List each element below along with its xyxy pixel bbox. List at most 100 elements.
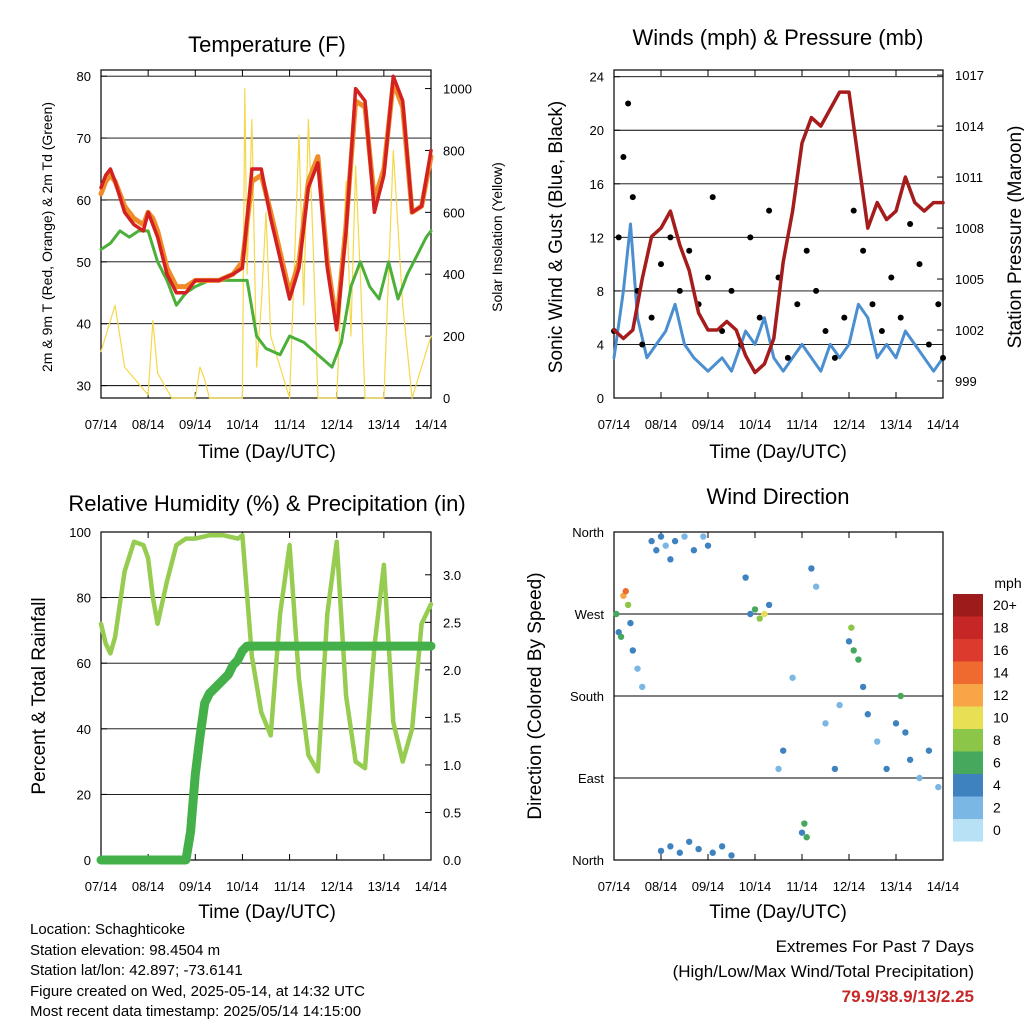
rh-xtick-label: 14/14 bbox=[415, 879, 448, 894]
direction-point bbox=[803, 834, 810, 841]
direction-point bbox=[845, 638, 853, 645]
direction-point bbox=[883, 765, 890, 773]
rh-ytick-right-label: 0.5 bbox=[443, 805, 461, 820]
wind-xtick-label: 10/14 bbox=[739, 417, 772, 432]
rh-xtick-label: 09/14 bbox=[179, 879, 212, 894]
direction-point bbox=[657, 847, 665, 855]
precipitation-line bbox=[96, 641, 436, 865]
direction-point bbox=[671, 537, 679, 545]
station-location: Location: Schaghticoke bbox=[30, 921, 186, 938]
direction-point bbox=[617, 633, 625, 640]
temp-ytick-label: 50 bbox=[77, 255, 91, 270]
gust-point bbox=[803, 247, 810, 254]
humidity-xlabel: Time (Day/UTC) bbox=[198, 902, 336, 923]
extremes-heading: Extremes For Past 7 Days bbox=[775, 937, 974, 956]
wind-ylabel-right: Station Pressure (Maroon) bbox=[1005, 126, 1024, 349]
rh-ytick-label: 20 bbox=[77, 787, 91, 802]
gust-point bbox=[709, 194, 716, 201]
direction-point bbox=[681, 533, 688, 540]
rh-xtick-label: 11/14 bbox=[274, 879, 306, 894]
direction-point bbox=[798, 829, 806, 836]
direction-point bbox=[653, 547, 660, 554]
gust-point bbox=[860, 247, 867, 254]
wind-frame bbox=[613, 69, 944, 399]
direction-point bbox=[718, 843, 726, 850]
direction-point bbox=[648, 537, 655, 545]
direction-point bbox=[902, 729, 909, 736]
temp-ytick-label: 80 bbox=[77, 69, 91, 84]
pressure-line bbox=[612, 90, 945, 375]
wind-xtick-label: 11/14 bbox=[786, 417, 818, 432]
direction-point bbox=[935, 783, 942, 791]
gust-point bbox=[629, 194, 636, 201]
wind-ytick-right-label: 1017 bbox=[955, 68, 984, 83]
temp-xtick-label: 11/14 bbox=[274, 417, 306, 432]
direction-plot-area: 07/14 08/14 09/14 10/14 11/14 12/14 13/14 14/14… bbox=[570, 525, 959, 894]
direction-point bbox=[700, 533, 707, 540]
gust-point bbox=[766, 207, 773, 214]
dewpoint-line bbox=[99, 229, 433, 369]
legend-swatch bbox=[953, 594, 983, 617]
wind-ytick-right-label: 1008 bbox=[955, 221, 984, 236]
wind-ytick-right-label: 1014 bbox=[955, 119, 984, 134]
direction-point bbox=[855, 656, 862, 663]
direction-point bbox=[765, 601, 773, 609]
direction-point bbox=[808, 565, 815, 572]
direction-point bbox=[897, 692, 904, 700]
temp-xtick-label: 08/14 bbox=[132, 417, 165, 432]
legend-label: 16 bbox=[993, 642, 1009, 658]
extremes-values: 79.9/38.9/13/2.25 bbox=[841, 987, 974, 1006]
temp-xtick-label: 13/14 bbox=[368, 417, 401, 432]
wind-title: Winds (mph) & Pressure (mb) bbox=[633, 25, 924, 50]
direction-point bbox=[690, 547, 698, 554]
gust-point bbox=[940, 354, 946, 361]
wind-ytick-label: 20 bbox=[590, 123, 604, 138]
gust-point bbox=[831, 354, 838, 361]
direction-point bbox=[639, 683, 646, 691]
wind-ytick-right-label: 1002 bbox=[955, 323, 984, 338]
direction-point bbox=[709, 849, 716, 856]
rh-ytick-label: 80 bbox=[77, 591, 91, 606]
direction-point bbox=[812, 583, 820, 590]
direction-point bbox=[916, 774, 923, 782]
dir-xtick-label: 09/14 bbox=[692, 879, 725, 894]
direction-ylabel-left: Direction (Colored By Speed) bbox=[525, 572, 546, 819]
direction-point bbox=[906, 756, 914, 763]
direction-point bbox=[848, 624, 855, 631]
rh-xtick-label: 08/14 bbox=[132, 879, 165, 894]
temp-ytick-right-label: 800 bbox=[443, 143, 465, 158]
legend-swatch bbox=[953, 616, 983, 639]
temp-ytick-label: 60 bbox=[77, 193, 91, 208]
figure-created: Figure created on Wed, 2025-05-14, at 14… bbox=[30, 982, 365, 1000]
wind-xtick-label: 09/14 bbox=[692, 417, 725, 432]
humidity-plot-area: 07/14 08/14 09/14 10/14 11/14 12/14 13/14 14/14… bbox=[69, 525, 461, 894]
gust-point bbox=[639, 341, 646, 348]
legend-swatch bbox=[953, 796, 983, 819]
dir-ytick-label: North bbox=[572, 853, 604, 868]
temp-xtick-label: 14/14 bbox=[415, 417, 448, 432]
gust-point bbox=[686, 247, 693, 254]
direction-point bbox=[789, 674, 796, 681]
rh-xtick-label: 07/14 bbox=[85, 879, 118, 894]
dir-xtick-label: 10/14 bbox=[739, 879, 772, 894]
direction-title: Wind Direction bbox=[706, 484, 849, 509]
gust-point bbox=[676, 287, 683, 294]
station-latlon: Station lat/lon: 42.897; -73.6141 bbox=[30, 962, 243, 979]
gust-point bbox=[756, 314, 763, 321]
rh-ytick-right-label: 2.0 bbox=[443, 663, 461, 678]
legend-swatch bbox=[953, 706, 983, 729]
direction-point bbox=[627, 619, 634, 627]
temp-ytick-label: 30 bbox=[77, 379, 91, 394]
direction-point bbox=[728, 852, 735, 859]
gust-point bbox=[897, 314, 904, 321]
rh-ytick-right-label: 3.0 bbox=[443, 568, 461, 583]
temp-ytick-right-label: 600 bbox=[443, 205, 465, 220]
temp-ytick-right-label: 200 bbox=[443, 329, 465, 344]
wind-xtick-label: 12/14 bbox=[833, 417, 866, 432]
dir-ytick-label: East bbox=[578, 771, 604, 786]
direction-point bbox=[874, 738, 881, 745]
legend-swatch bbox=[953, 639, 983, 662]
gust-point bbox=[747, 234, 754, 241]
gust-point bbox=[719, 328, 726, 335]
humidity-title: Relative Humidity (%) & Precipitation (i… bbox=[68, 491, 465, 516]
